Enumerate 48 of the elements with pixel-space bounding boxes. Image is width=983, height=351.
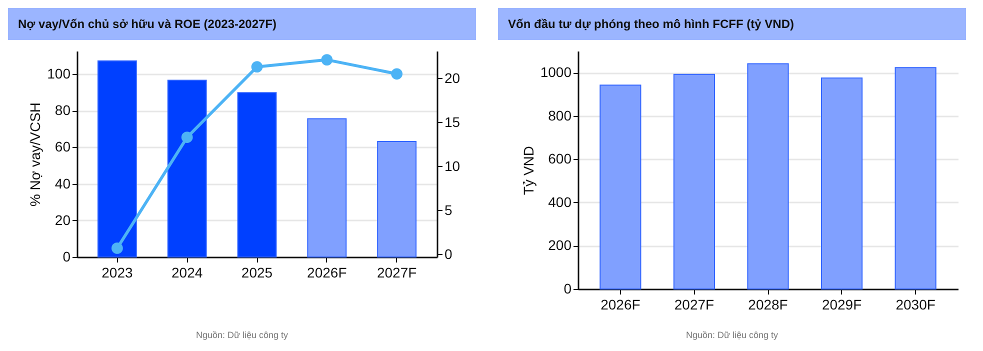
bar — [600, 84, 642, 290]
point — [181, 132, 193, 143]
y-tick-label: 600 — [548, 150, 572, 167]
point — [321, 54, 333, 66]
y2-tick-label: 5 — [444, 202, 452, 218]
y-tick-label: 20 — [54, 212, 71, 228]
text: Nguồn: Dữ liệu công ty — [684, 330, 780, 340]
x-tick-label: 2026F — [307, 264, 347, 280]
point — [111, 242, 123, 254]
bar — [237, 92, 277, 258]
x-tick-label: 2030F — [896, 296, 936, 312]
y-tick-label: 0 — [564, 280, 572, 296]
bar — [307, 118, 347, 258]
text: Nguồn: Dữ liệu công ty — [194, 330, 290, 340]
x-tick-label: 2029F — [822, 296, 862, 312]
bar — [894, 67, 936, 290]
y-tick-label: 100 — [47, 65, 71, 82]
bar — [820, 78, 863, 290]
y-tick-label: 80 — [54, 102, 71, 118]
y-axis-title: % Nợ vay/VCSH — [27, 102, 44, 207]
y2-tick-label: 10 — [444, 158, 460, 174]
y-tick-label: 40 — [54, 175, 71, 192]
y2-tick-label: 0 — [444, 246, 452, 262]
point — [391, 68, 403, 80]
x-tick-label: 2023 — [102, 264, 133, 280]
y2-tick-label: 20 — [444, 70, 460, 86]
y-tick-label: 1000 — [540, 64, 572, 80]
bar — [97, 60, 137, 258]
y2-tick-label: 15 — [444, 114, 460, 130]
x-tick-label: 2028F — [748, 296, 788, 312]
y-axis-title: Tỷ VND — [520, 146, 536, 195]
x-tick-label: 2025 — [241, 264, 273, 280]
y-tick-label: 60 — [54, 138, 71, 155]
chart-title: Nợ vay/Vốn chủ sở hữu và ROE (2023-2027F) — [8, 8, 476, 40]
bar — [673, 74, 716, 290]
x-tick-label: 2027F — [674, 296, 714, 312]
chart-title: Vốn đầu tư dự phóng theo mô hình FCFF (tỷ VND) — [498, 8, 966, 40]
x-tick-label: 2024 — [172, 264, 203, 280]
y-tick-label: 400 — [548, 194, 572, 210]
y-tick-label: 0 — [62, 248, 71, 264]
point — [251, 61, 263, 73]
x-tick-label: 2027F — [376, 264, 417, 280]
bar — [167, 80, 207, 258]
bar — [747, 63, 789, 290]
y-tick-label: 800 — [548, 107, 572, 124]
y-tick-label: 200 — [548, 237, 572, 254]
x-tick-label: 2026F — [600, 296, 640, 312]
bar — [377, 140, 417, 258]
